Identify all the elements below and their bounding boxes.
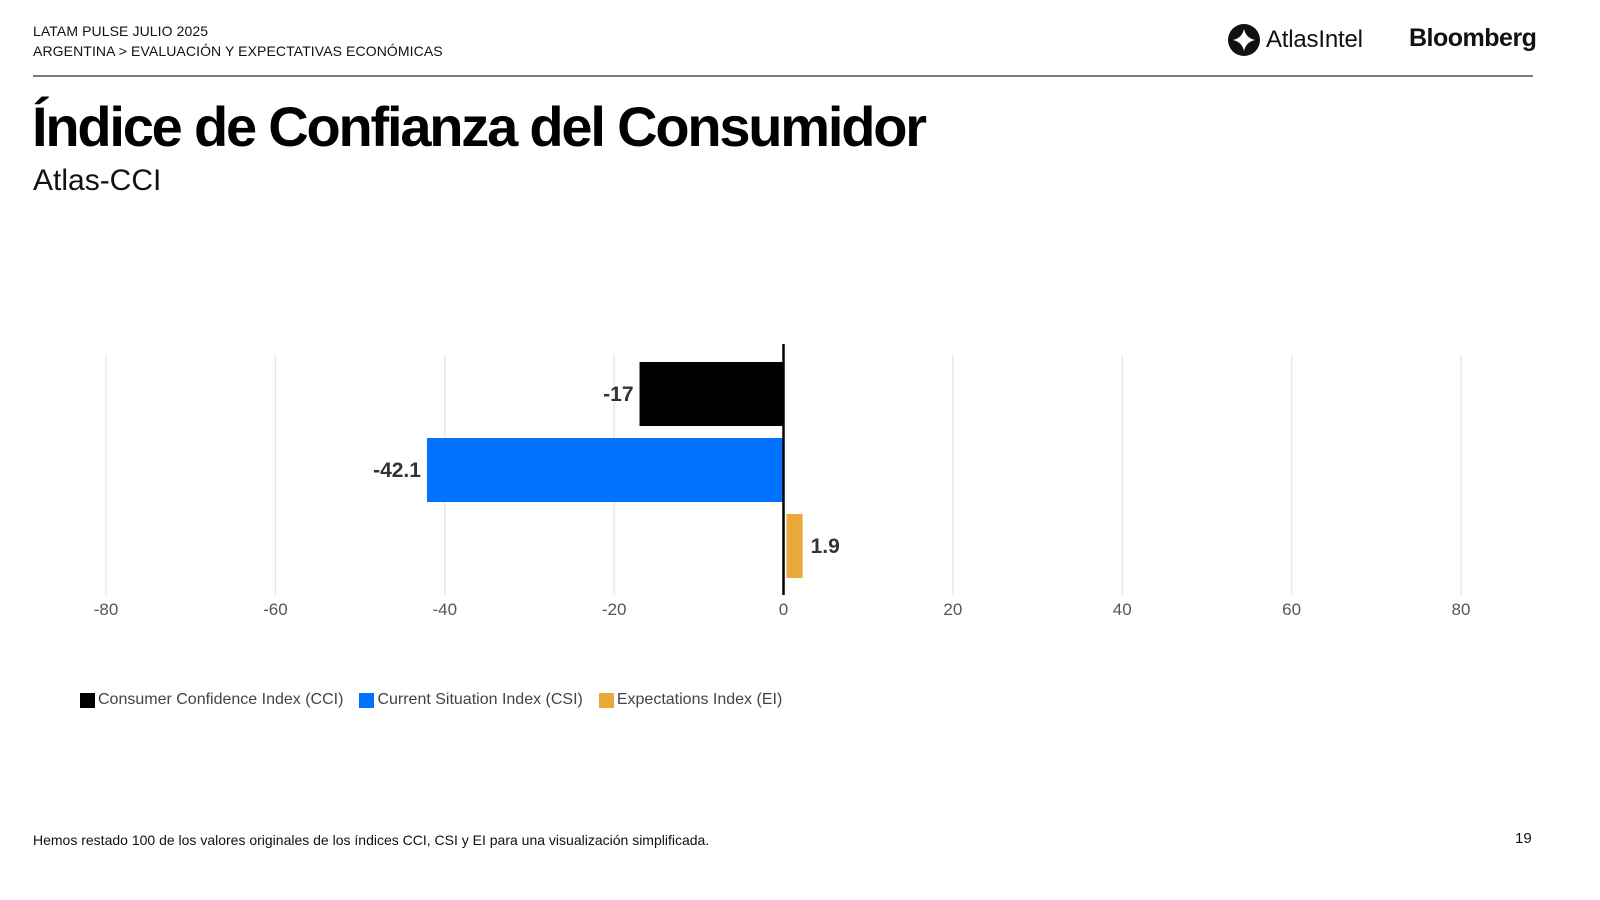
- x-tick-label: 80: [1452, 600, 1471, 619]
- x-tick-label: -60: [263, 600, 288, 619]
- data-label-csi: -42.1: [373, 459, 421, 482]
- legend-swatch-cci: [80, 692, 95, 708]
- page-title: Índice de Confianza del Consumidor: [32, 95, 927, 158]
- header-divider: [33, 75, 1533, 77]
- atlasintel-logo-text: AtlasIntel: [1266, 26, 1363, 53]
- x-tick-label: 60: [1282, 600, 1301, 619]
- legend-label-csi: Current Situation Index (CSI): [377, 691, 583, 708]
- bar-cci: [639, 362, 784, 426]
- legend-item-ei: Expectations Index (EI): [598, 691, 783, 709]
- data-label-cci: -17: [603, 383, 633, 406]
- bars: [426, 362, 803, 578]
- bar-csi: [426, 438, 784, 502]
- legend-swatch-csi: [359, 692, 375, 708]
- x-tick-label: -20: [602, 600, 627, 619]
- breadcrumb: ARGENTINA > EVALUACIÓN Y EXPECTATIVAS EC…: [33, 43, 443, 59]
- x-tick-label: -80: [94, 600, 119, 619]
- page-subtitle: Atlas-CCI: [33, 164, 162, 197]
- atlasintel-logo-icon: [1228, 24, 1260, 56]
- legend-label-cci: Consumer Confidence Index (CCI): [98, 691, 344, 708]
- atlasintel-logo: AtlasIntel: [1228, 24, 1363, 56]
- report-series-label: LATAM PULSE JULIO 2025: [33, 23, 209, 39]
- x-tick-label: 20: [943, 600, 962, 619]
- x-axis-ticks: -80 -60 -40 -20 0 20 40 60 80: [94, 600, 1471, 619]
- chart-legend: Consumer Confidence Index (CCI) Current …: [80, 691, 798, 709]
- legend-swatch-ei: [598, 692, 614, 708]
- x-tick-label: 0: [779, 600, 788, 619]
- legend-label-ei: Expectations Index (EI): [616, 691, 783, 708]
- data-labels: -17 -42.1 1.9: [373, 383, 840, 558]
- data-label-ei: 1.9: [811, 535, 840, 558]
- bar-chart: -17 -42.1 1.9 -80 -60 -40 -20 0 20 40 60 80: [94, 344, 1471, 619]
- x-tick-label: 40: [1113, 600, 1132, 619]
- x-tick-label: -40: [432, 600, 457, 619]
- bar-ei: [786, 514, 803, 578]
- bloomberg-logo: Bloomberg: [1409, 24, 1537, 52]
- footnote: Hemos restado 100 de los valores origina…: [33, 832, 710, 848]
- legend-item-cci: Consumer Confidence Index (CCI): [80, 691, 343, 709]
- page-number: 19: [1515, 830, 1532, 847]
- legend-item-csi: Current Situation Index (CSI): [359, 691, 583, 709]
